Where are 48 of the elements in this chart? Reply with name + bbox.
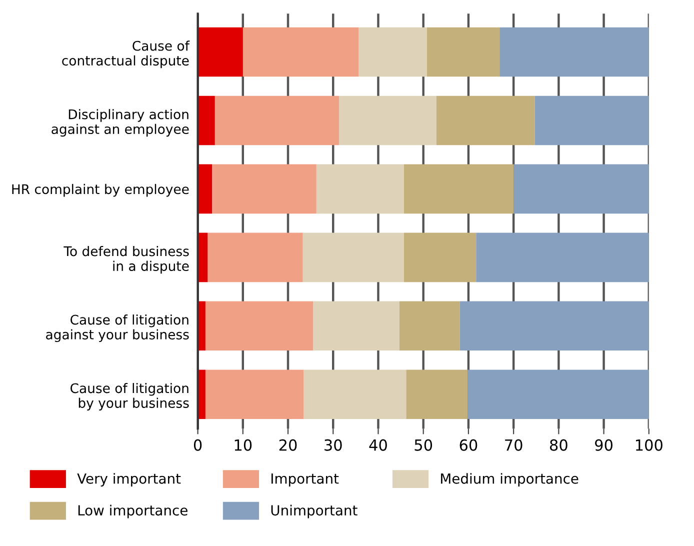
x-tick-label: 40	[369, 439, 387, 451]
bar	[426, 27, 500, 77]
bar	[399, 301, 460, 351]
legend-label: Low importance	[78, 504, 188, 518]
bar	[514, 164, 649, 214]
bar	[214, 96, 339, 146]
bar	[460, 301, 649, 351]
legend-label: Important	[272, 474, 339, 487]
bar	[198, 27, 243, 77]
x-tick-label: 30	[324, 439, 342, 451]
bar	[313, 301, 400, 351]
bar	[205, 370, 304, 420]
x-tick-label: 80	[550, 439, 568, 451]
y-tick-label: Disciplinary action against an employee	[52, 109, 189, 137]
y-tick-label: Cause of litigation against your business	[46, 314, 189, 342]
x-tick-label: 100	[636, 439, 662, 451]
legend-label: Unimportant	[271, 504, 358, 518]
bar	[436, 96, 535, 146]
bar	[302, 232, 404, 282]
bar	[534, 96, 649, 146]
bar	[304, 370, 406, 420]
y-tick-label: HR complaint by employee	[12, 184, 189, 197]
y-tick-label: To defend business in a dispute	[64, 246, 189, 274]
x-tick-label: 10	[234, 439, 252, 451]
bar	[404, 232, 476, 282]
bar	[406, 370, 468, 420]
x-tick-label: 90	[595, 439, 612, 451]
bar	[242, 27, 359, 77]
bar	[468, 370, 649, 420]
legend-label: Very important	[77, 473, 181, 487]
bar	[205, 301, 314, 351]
bar	[198, 96, 215, 146]
bar	[212, 164, 316, 214]
x-tick-label: 70	[505, 439, 522, 451]
bar	[338, 96, 436, 146]
y-tick-label: Cause of contractual dispute	[62, 40, 190, 68]
bar	[404, 164, 514, 214]
bar	[316, 164, 404, 214]
bar	[500, 27, 649, 77]
x-tick-label: 60	[460, 439, 478, 451]
legend-label: Medium importance	[441, 473, 578, 487]
x-tick-label: 0	[194, 439, 202, 451]
y-tick-label: Cause of litigation by your business	[70, 382, 189, 411]
bar	[358, 27, 427, 77]
bar	[208, 232, 303, 282]
bar	[476, 232, 649, 282]
x-tick-label: 50	[414, 439, 432, 451]
x-tick-label: 20	[279, 439, 297, 451]
